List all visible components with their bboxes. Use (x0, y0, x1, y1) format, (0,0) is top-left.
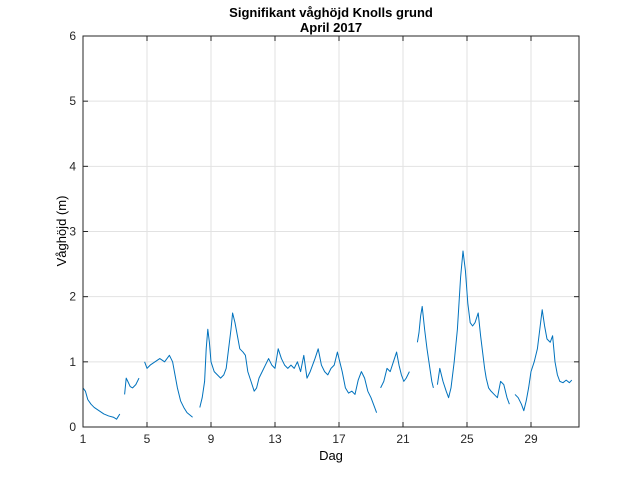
x-axis-label: Dag (319, 448, 343, 463)
grid-lines (82, 35, 579, 428)
wave-height-line-segment (199, 312, 378, 413)
x-tick-label: 25 (460, 432, 474, 446)
wave-height-line-segment (380, 351, 410, 389)
wave-height-line-segment (144, 354, 193, 418)
x-tick-label: 29 (524, 432, 538, 446)
x-tick-label: 13 (268, 432, 282, 446)
wave-height-line-segment (124, 377, 140, 395)
wave-height-line-segment (514, 309, 573, 412)
y-tick-label: 4 (69, 159, 76, 173)
wave-height-line-segment (416, 305, 434, 389)
x-tick-label: 5 (144, 432, 151, 446)
y-tick-label: 5 (69, 94, 76, 108)
chart-title: Signifikant våghöjd Knolls grund (229, 5, 433, 20)
x-tick-label: 9 (208, 432, 215, 446)
x-tick-label: 1 (80, 432, 87, 446)
y-tick-label: 0 (69, 420, 76, 434)
x-tick-label: 17 (332, 432, 346, 446)
series-wave-height (82, 250, 573, 420)
y-tick-label: 1 (69, 355, 76, 369)
y-tick-label: 2 (69, 290, 76, 304)
x-tick-label: 21 (396, 432, 410, 446)
chart-subtitle: April 2017 (300, 20, 362, 35)
wave-height-line-segment (82, 387, 121, 420)
y-tick-label: 3 (69, 225, 76, 239)
wave-height-line-segment (436, 250, 510, 405)
y-tick-label: 6 (69, 29, 76, 43)
y-axis-label: Våghöjd (m) (54, 196, 69, 267)
